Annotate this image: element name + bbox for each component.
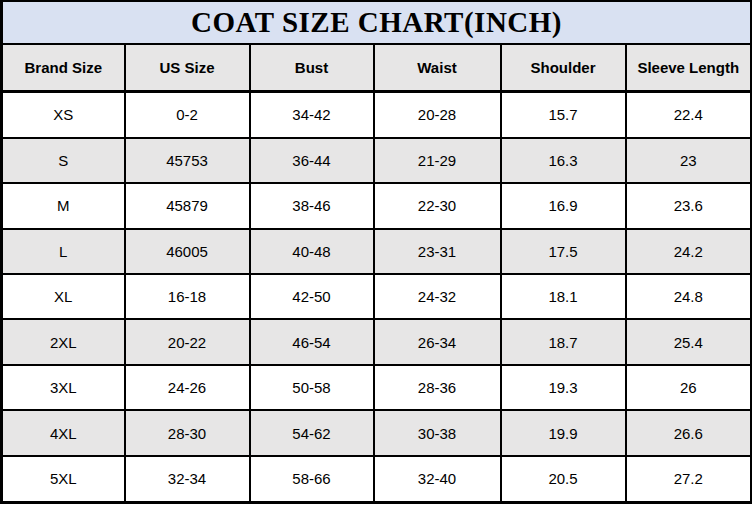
column-header-bust: Bust	[250, 44, 374, 91]
table-row-5xl: 5XL32-3458-6632-4020.527.2	[2, 456, 752, 503]
table-cell: 23	[626, 138, 752, 183]
brand-size-cell: 5XL	[2, 456, 125, 503]
table-cell: 45753	[125, 138, 250, 183]
table-row-3xl: 3XL24-2650-5828-3619.326	[2, 365, 752, 410]
table-cell: 28-30	[125, 410, 250, 455]
table-cell: 16.3	[501, 138, 626, 183]
table-cell: 32-34	[125, 456, 250, 503]
table-cell: 34-42	[250, 91, 374, 138]
table-cell: 28-36	[374, 365, 501, 410]
column-header-us-size: US Size	[125, 44, 250, 91]
table-header-row: Brand SizeUS SizeBustWaistShoulderSleeve…	[2, 44, 752, 91]
table-cell: 17.5	[501, 229, 626, 274]
coat-size-chart-table: COAT SIZE CHART(INCH) Brand SizeUS SizeB…	[0, 0, 752, 504]
table-cell: 40-48	[250, 229, 374, 274]
brand-size-cell: M	[2, 183, 125, 228]
table-cell: 24-26	[125, 365, 250, 410]
brand-size-cell: 4XL	[2, 410, 125, 455]
table-row-2xl: 2XL20-2246-5426-3418.725.4	[2, 319, 752, 364]
table-cell: 22.4	[626, 91, 752, 138]
table-cell: 45879	[125, 183, 250, 228]
table-cell: 16.9	[501, 183, 626, 228]
table-cell: 19.9	[501, 410, 626, 455]
table-row-4xl: 4XL28-3054-6230-3819.926.6	[2, 410, 752, 455]
table-cell: 15.7	[501, 91, 626, 138]
table-cell: 42-50	[250, 274, 374, 319]
table-cell: 46-54	[250, 319, 374, 364]
table-cell: 26.6	[626, 410, 752, 455]
table-body: XS0-234-4220-2815.722.4S4575336-4421-291…	[2, 91, 752, 503]
table-cell: 23.6	[626, 183, 752, 228]
table-row-xs: XS0-234-4220-2815.722.4	[2, 91, 752, 138]
table-cell: 23-31	[374, 229, 501, 274]
table-cell: 36-44	[250, 138, 374, 183]
table-cell: 30-38	[374, 410, 501, 455]
brand-size-cell: 3XL	[2, 365, 125, 410]
table-cell: 58-66	[250, 456, 374, 503]
size-chart-canvas: COAT SIZE CHART(INCH) Brand SizeUS SizeB…	[0, 0, 752, 508]
table-cell: 24.8	[626, 274, 752, 319]
table-cell: 18.1	[501, 274, 626, 319]
column-header-shoulder: Shoulder	[501, 44, 626, 91]
table-cell: 46005	[125, 229, 250, 274]
table-cell: 26	[626, 365, 752, 410]
table-cell: 20.5	[501, 456, 626, 503]
brand-size-cell: XL	[2, 274, 125, 319]
brand-size-cell: L	[2, 229, 125, 274]
column-header-sleeve-length: Sleeve Length	[626, 44, 752, 91]
table-cell: 20-28	[374, 91, 501, 138]
column-header-brand-size: Brand Size	[2, 44, 125, 91]
table-cell: 22-30	[374, 183, 501, 228]
column-header-waist: Waist	[374, 44, 501, 91]
table-row-s: S4575336-4421-2916.323	[2, 138, 752, 183]
title-row: COAT SIZE CHART(INCH)	[2, 1, 752, 44]
table-cell: 16-18	[125, 274, 250, 319]
table-row-l: L4600540-4823-3117.524.2	[2, 229, 752, 274]
table-cell: 24-32	[374, 274, 501, 319]
table-cell: 21-29	[374, 138, 501, 183]
table-row-m: M4587938-4622-3016.923.6	[2, 183, 752, 228]
brand-size-cell: 2XL	[2, 319, 125, 364]
table-cell: 0-2	[125, 91, 250, 138]
table-cell: 20-22	[125, 319, 250, 364]
table-cell: 38-46	[250, 183, 374, 228]
table-cell: 27.2	[626, 456, 752, 503]
table-cell: 54-62	[250, 410, 374, 455]
table-cell: 19.3	[501, 365, 626, 410]
table-cell: 26-34	[374, 319, 501, 364]
table-cell: 18.7	[501, 319, 626, 364]
table-cell: 50-58	[250, 365, 374, 410]
chart-title: COAT SIZE CHART(INCH)	[2, 1, 752, 44]
table-cell: 32-40	[374, 456, 501, 503]
table-cell: 24.2	[626, 229, 752, 274]
table-row-xl: XL16-1842-5024-3218.124.8	[2, 274, 752, 319]
table-cell: 25.4	[626, 319, 752, 364]
brand-size-cell: S	[2, 138, 125, 183]
brand-size-cell: XS	[2, 91, 125, 138]
